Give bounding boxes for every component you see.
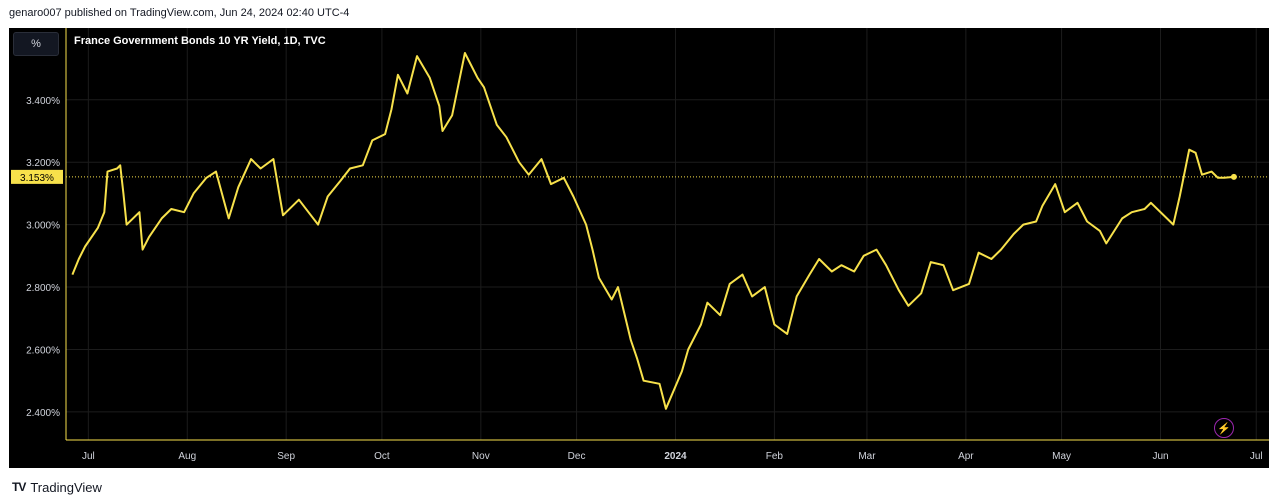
y-tick-label: 2.800%	[26, 283, 60, 294]
chart-canvas[interactable]: 3.400% 3.200% 3.000% 2.800% 2.600% 2.400% Jul A…	[9, 28, 1269, 468]
x-tick-label: Mar	[858, 451, 876, 462]
x-tick-label: May	[1052, 451, 1071, 462]
chart-title: France Government Bonds 10 YR Yield, 1D,…	[74, 35, 326, 47]
unit-toggle-button[interactable]: %	[13, 32, 59, 56]
current-value-badge	[11, 169, 63, 184]
y-tick-label: 3.200%	[26, 158, 60, 169]
x-tick-label: Nov	[472, 451, 490, 462]
y-tick-label: 2.400%	[26, 408, 60, 419]
y-tick-label: 3.000%	[26, 221, 60, 232]
x-tick-label: Aug	[178, 451, 196, 462]
chart-panel[interactable]: 3.400% 3.200% 3.000% 2.800% 2.600% 2.400% Jul A…	[9, 28, 1269, 468]
x-tick-label: Jun	[1152, 451, 1168, 462]
x-tick-label: Jul	[82, 451, 95, 462]
footer-brand[interactable]: TV TradingView	[12, 478, 102, 496]
last-point-marker	[1230, 173, 1237, 180]
x-tick-label: 2024	[664, 451, 687, 462]
x-tick-label: Jul	[1250, 451, 1263, 462]
publish-info: genaro007 published on TradingView.com, …	[9, 7, 350, 19]
y-tick-label: 3.400%	[26, 96, 60, 107]
x-tick-label: Oct	[374, 451, 390, 462]
x-tick-label: Feb	[766, 451, 784, 462]
x-tick-label: Dec	[568, 451, 586, 462]
brand-name: TradingView	[30, 479, 102, 495]
series-line	[71, 52, 1234, 410]
current-value-label: 3.153%	[20, 173, 54, 184]
x-tick-label: Sep	[277, 451, 295, 462]
y-tick-label: 2.600%	[26, 345, 60, 356]
lightning-bolt-icon[interactable]: ⚡	[1214, 418, 1234, 438]
tradingview-logo-icon: TV	[12, 480, 26, 494]
x-tick-label: Apr	[958, 451, 974, 462]
